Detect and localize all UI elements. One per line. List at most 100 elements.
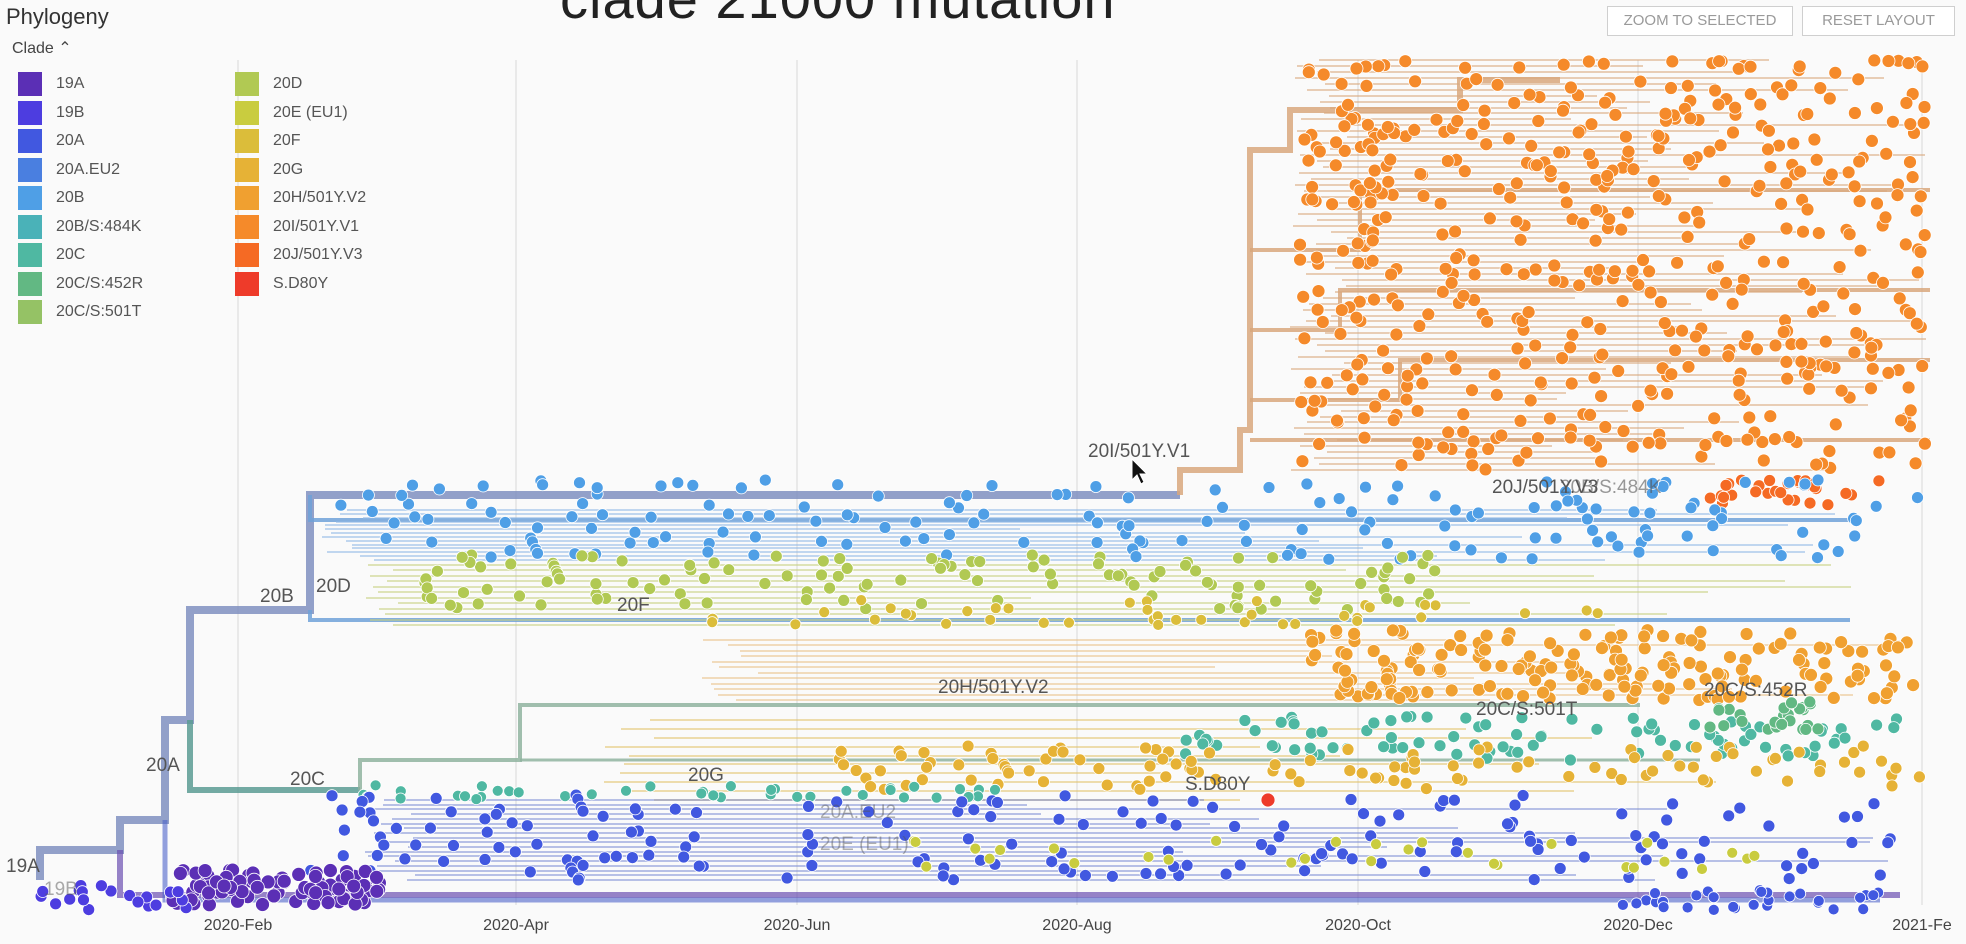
tree-tip[interactable]	[1260, 792, 1276, 808]
tree-tip[interactable]	[1380, 592, 1394, 605]
tree-tip[interactable]	[964, 773, 978, 787]
tree-tip[interactable]	[1641, 435, 1656, 450]
tree-tip[interactable]	[585, 788, 598, 801]
tree-tip[interactable]	[1642, 264, 1656, 279]
tree-tip[interactable]	[1903, 155, 1917, 170]
tree-tip[interactable]	[1804, 668, 1818, 682]
tree-tip[interactable]	[471, 597, 485, 611]
tree-tip[interactable]	[1658, 106, 1673, 121]
tree-tip[interactable]	[1255, 838, 1268, 851]
tree-tip[interactable]	[671, 476, 685, 490]
tree-tip[interactable]	[1127, 578, 1141, 592]
tree-tip[interactable]	[409, 838, 423, 852]
tree-tip[interactable]	[1755, 435, 1770, 449]
tree-tip[interactable]	[1903, 117, 1918, 131]
tree-tip[interactable]	[430, 564, 444, 578]
tree-tip[interactable]	[1779, 176, 1794, 191]
tree-tip[interactable]	[1852, 194, 1867, 209]
tree-tip[interactable]	[123, 889, 137, 902]
tree-tip[interactable]	[1687, 760, 1700, 774]
tree-tip[interactable]	[1478, 642, 1492, 657]
tree-tip[interactable]	[1338, 663, 1352, 678]
tree-tip[interactable]	[367, 814, 380, 828]
tree-tip[interactable]	[63, 892, 77, 906]
tree-tip[interactable]	[565, 510, 579, 524]
tree-tip[interactable]	[1287, 717, 1301, 731]
tree-tip[interactable]	[758, 577, 772, 590]
tree-tip[interactable]	[1664, 81, 1678, 95]
tree-tip[interactable]	[1186, 794, 1200, 808]
tree-tip[interactable]	[1646, 174, 1661, 189]
tree-tip[interactable]	[308, 885, 324, 901]
tree-tip[interactable]	[1834, 635, 1848, 649]
tree-tip[interactable]	[1526, 738, 1540, 752]
tree-tip[interactable]	[1293, 237, 1307, 252]
tree-tip[interactable]	[1379, 672, 1394, 687]
tree-tip[interactable]	[1834, 383, 1849, 398]
tree-tip[interactable]	[1446, 759, 1460, 773]
tree-tip[interactable]	[1368, 399, 1383, 414]
tree-tip[interactable]	[1637, 641, 1652, 656]
tree-tip[interactable]	[1903, 403, 1918, 418]
tree-tip[interactable]	[823, 581, 836, 595]
reset-layout-button[interactable]: RESET LAYOUT	[1802, 6, 1955, 36]
tree-tip[interactable]	[1715, 679, 1730, 694]
tree-tip[interactable]	[1707, 904, 1720, 916]
tree-tip[interactable]	[379, 532, 393, 545]
zoom-to-selected-button[interactable]: ZOOM TO SELECTED	[1607, 6, 1793, 36]
tree-tip[interactable]	[1092, 762, 1106, 775]
tree-tip[interactable]	[520, 819, 534, 833]
tree-tip[interactable]	[874, 764, 887, 778]
tree-tip[interactable]	[1675, 867, 1689, 880]
tree-tip[interactable]	[1315, 725, 1329, 739]
tree-tip[interactable]	[834, 744, 848, 758]
tree-tip[interactable]	[1865, 133, 1879, 148]
tree-tip[interactable]	[1408, 74, 1422, 89]
legend-item[interactable]: 20F	[235, 127, 366, 156]
tree-tip[interactable]	[1813, 680, 1828, 694]
tree-tip[interactable]	[1037, 775, 1050, 789]
tree-tip[interactable]	[505, 816, 519, 830]
tree-tip[interactable]	[1350, 236, 1365, 251]
tree-tip[interactable]	[576, 804, 590, 818]
tree-tip[interactable]	[457, 586, 470, 599]
tree-tip[interactable]	[508, 845, 522, 859]
tree-tip[interactable]	[1347, 627, 1361, 641]
tree-tip[interactable]	[1713, 138, 1728, 153]
tree-tip[interactable]	[1527, 873, 1541, 886]
tree-tip[interactable]	[1456, 98, 1471, 112]
tree-tip[interactable]	[973, 555, 987, 568]
tree-tip[interactable]	[1381, 561, 1395, 575]
tree-tip[interactable]	[1285, 856, 1298, 869]
tree-tip[interactable]	[1643, 383, 1658, 398]
tree-tip[interactable]	[1518, 356, 1532, 371]
tree-tip[interactable]	[1079, 869, 1092, 882]
tree-tip[interactable]	[1627, 505, 1641, 519]
tree-tip[interactable]	[82, 903, 96, 916]
tree-tip[interactable]	[1571, 125, 1586, 140]
tree-tip[interactable]	[1682, 677, 1697, 692]
tree-branches[interactable]	[36, 59, 1930, 903]
tree-tip[interactable]	[1796, 525, 1810, 539]
tree-tip[interactable]	[1511, 745, 1525, 759]
tree-tip[interactable]	[741, 510, 755, 523]
tree-tip[interactable]	[1564, 376, 1579, 391]
tree-tip[interactable]	[255, 897, 270, 912]
tree-tip[interactable]	[1608, 107, 1623, 122]
tree-tip[interactable]	[1865, 361, 1880, 376]
tree-tip[interactable]	[1456, 424, 1471, 439]
tree-tip[interactable]	[1499, 262, 1514, 277]
tree-tip[interactable]	[1824, 167, 1839, 182]
tree-tip[interactable]	[1879, 146, 1894, 161]
tree-tip[interactable]	[1322, 552, 1336, 566]
tree-tip[interactable]	[1656, 837, 1669, 851]
tree-tip[interactable]	[1510, 728, 1523, 741]
tree-tip[interactable]	[1510, 760, 1524, 774]
tree-tip[interactable]	[1330, 836, 1342, 848]
tree-tip[interactable]	[1195, 613, 1208, 626]
tree-tip[interactable]	[984, 614, 997, 626]
legend-item[interactable]: 19B	[18, 99, 143, 128]
tree-tip[interactable]	[1851, 810, 1864, 823]
tree-tip[interactable]	[898, 791, 910, 804]
